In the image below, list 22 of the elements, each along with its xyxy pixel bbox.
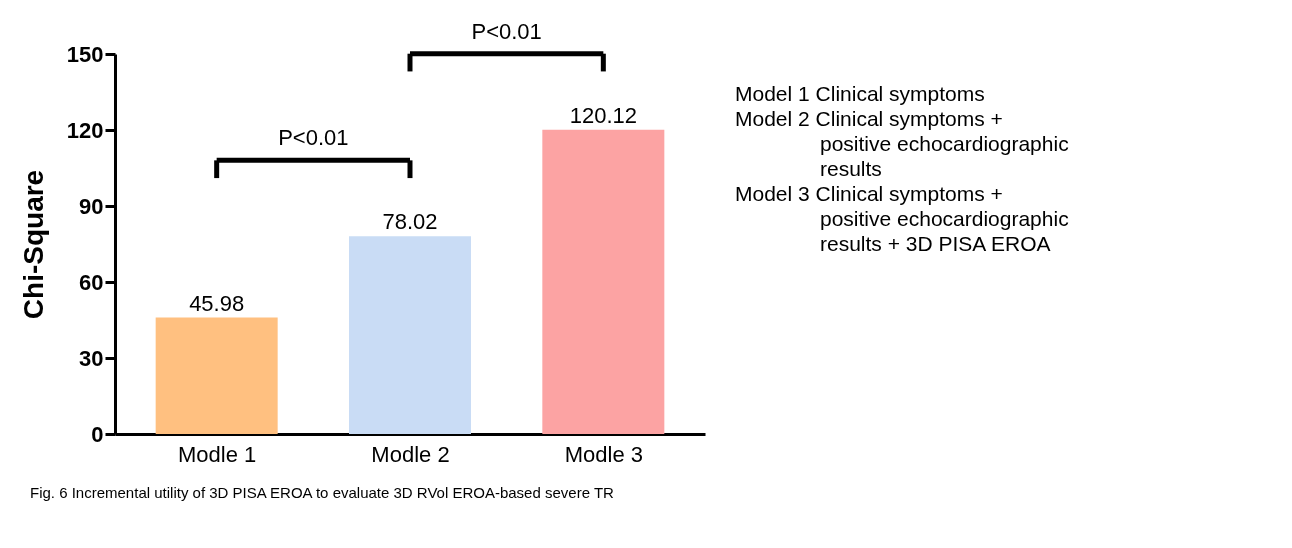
- text: P<0.01: [471, 18, 542, 44]
- y-tick-label: 30: [79, 345, 104, 371]
- annotation: P<0.01: [278, 125, 349, 151]
- data-label: 78.02: [382, 209, 438, 235]
- y-tick-label: 150: [66, 41, 104, 67]
- bar: [155, 317, 278, 434]
- caption: Fig. 6 Incremental utility of 3D PISA EROA to evaluate 3D RVol EROA-based severe TR: [30, 484, 615, 501]
- y-tick-label: 0: [91, 421, 104, 447]
- data-label: 120.12: [569, 102, 637, 128]
- bar: [542, 129, 665, 434]
- y-tick-label: 60: [79, 269, 104, 295]
- x-tick-label: Modle 2: [371, 441, 450, 467]
- text: Model 3 Clinical symptoms + positive echocardiographic results + 3D PISA EROA: [735, 182, 1069, 255]
- bar: [349, 236, 471, 434]
- y-tick-label: 90: [79, 193, 104, 219]
- y-axis-title: Chi-Square: [17, 169, 49, 320]
- text: Model 1 Clinical symptoms: [735, 82, 985, 105]
- x-tick-label: Modle 1: [178, 441, 257, 467]
- y-tick-label: 120: [66, 117, 104, 143]
- text: Model 2 Clinical symptoms + positive echocardiographic results: [735, 107, 1069, 180]
- data-label: 45.98: [189, 290, 245, 316]
- x-tick-label: Modle 3: [564, 441, 643, 467]
